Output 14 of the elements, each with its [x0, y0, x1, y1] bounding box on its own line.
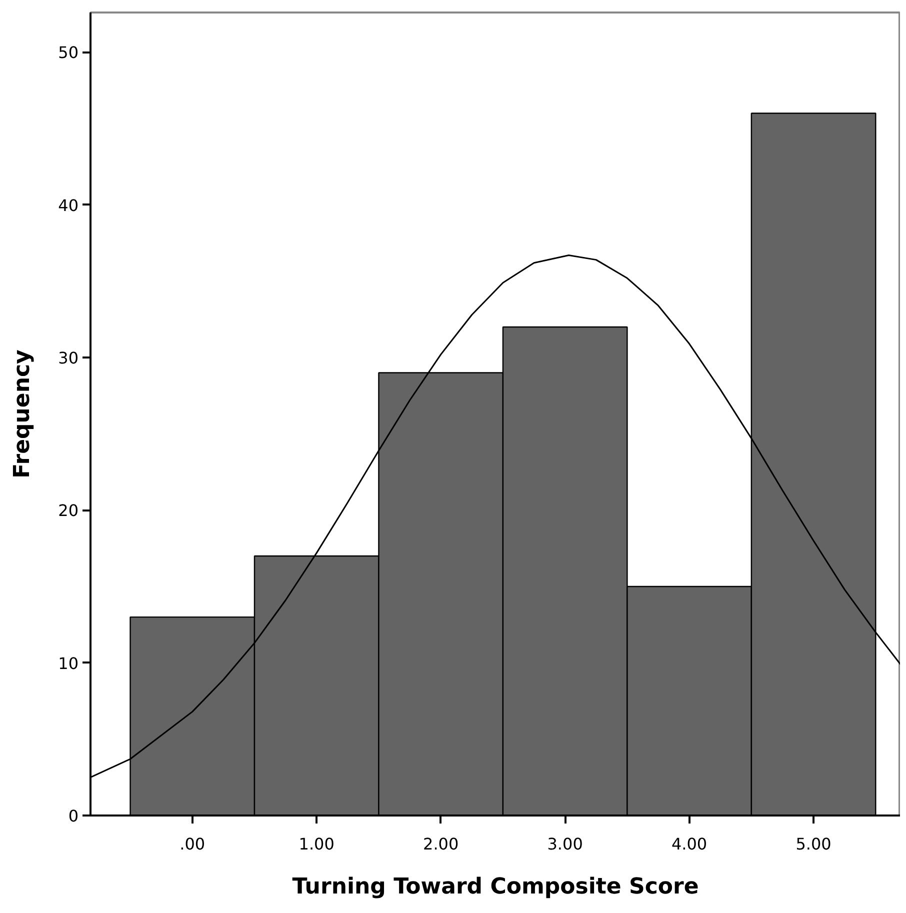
y-tick-label: 10: [58, 654, 78, 673]
y-tick-label: 50: [58, 43, 78, 62]
y-tick-label: 30: [58, 348, 78, 368]
y-tick-label: 0: [68, 806, 79, 826]
x-tick-label: .00: [180, 834, 206, 854]
x-tick-label: 2.00: [423, 834, 459, 854]
x-tick-label: 3.00: [547, 834, 583, 854]
x-tick-label: 4.00: [671, 834, 708, 854]
y-tick-label: 20: [58, 501, 78, 520]
x-tick-label: 1.00: [298, 834, 334, 854]
x-axis-title: Turning Toward Composite Score: [292, 874, 699, 900]
x-tick-label: 5.00: [796, 834, 832, 854]
y-tick-label: 40: [58, 196, 78, 215]
y-axis-title: Frequency: [10, 350, 36, 478]
